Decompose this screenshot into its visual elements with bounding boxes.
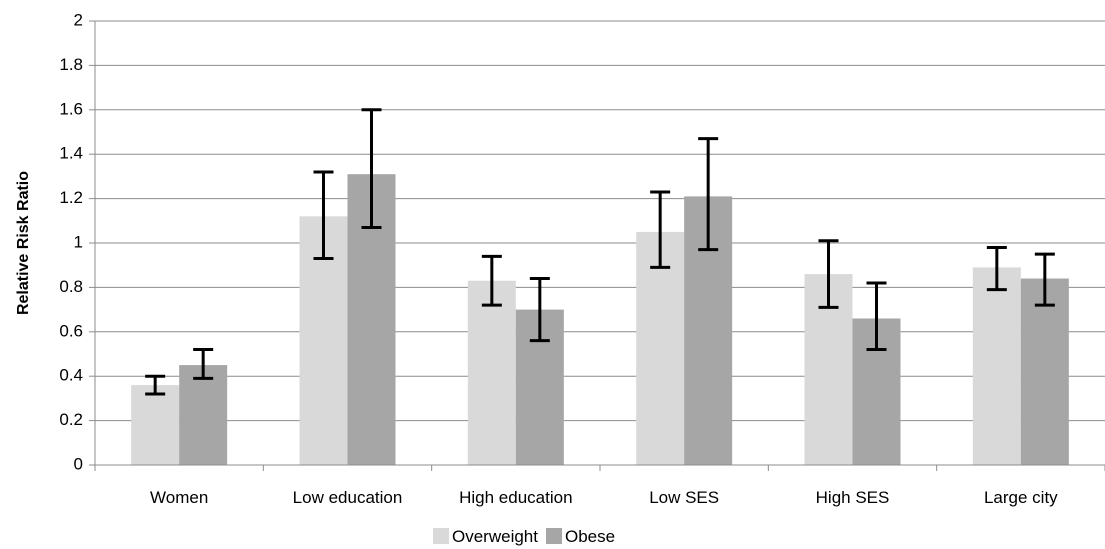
x-category-label: Large city xyxy=(984,488,1058,507)
error-bars xyxy=(145,108,1055,396)
bars xyxy=(131,174,1069,465)
legend-swatch-obese xyxy=(545,528,562,544)
x-category-label: Women xyxy=(150,488,208,507)
y-tick-label: 1.6 xyxy=(59,99,83,118)
y-tick-label: 1.4 xyxy=(59,144,83,163)
y-tick-label: 0 xyxy=(74,454,83,473)
axes: 0 0.2 0.4 0.6 0.8 1 1.2 1.4 1.6 1.8 2 Women Low educ… xyxy=(59,10,1105,507)
bar-overweight-0 xyxy=(131,385,180,465)
y-tick-label: 0.6 xyxy=(59,321,83,340)
y-tick-label: 1.8 xyxy=(59,55,83,74)
bar-obese-5 xyxy=(1020,278,1069,465)
y-axis-title: Relative Risk Ratio xyxy=(15,171,32,315)
legend-swatch-overweight xyxy=(433,528,449,544)
bar-overweight-2 xyxy=(467,280,516,465)
y-tick-label: 1.2 xyxy=(59,188,83,207)
x-category-label: Low SES xyxy=(649,488,719,507)
legend: Overweight Obese xyxy=(433,527,615,546)
bar-overweight-5 xyxy=(972,267,1021,465)
y-tick-label: 1 xyxy=(74,232,83,251)
x-category-label: High education xyxy=(459,488,572,507)
bar-obese-0 xyxy=(179,365,228,465)
y-tick-label: 0.4 xyxy=(59,366,83,385)
legend-label-overweight: Overweight xyxy=(452,527,538,546)
y-tick-label: 2 xyxy=(74,10,83,29)
x-category-label: High SES xyxy=(816,488,890,507)
bar-overweight-3 xyxy=(636,231,685,465)
x-category-label: Low education xyxy=(293,488,403,507)
y-tick-label: 0.2 xyxy=(59,410,83,429)
legend-label-obese: Obese xyxy=(565,527,615,546)
gridlines xyxy=(95,20,1105,422)
y-tick-label: 0.8 xyxy=(59,277,83,296)
